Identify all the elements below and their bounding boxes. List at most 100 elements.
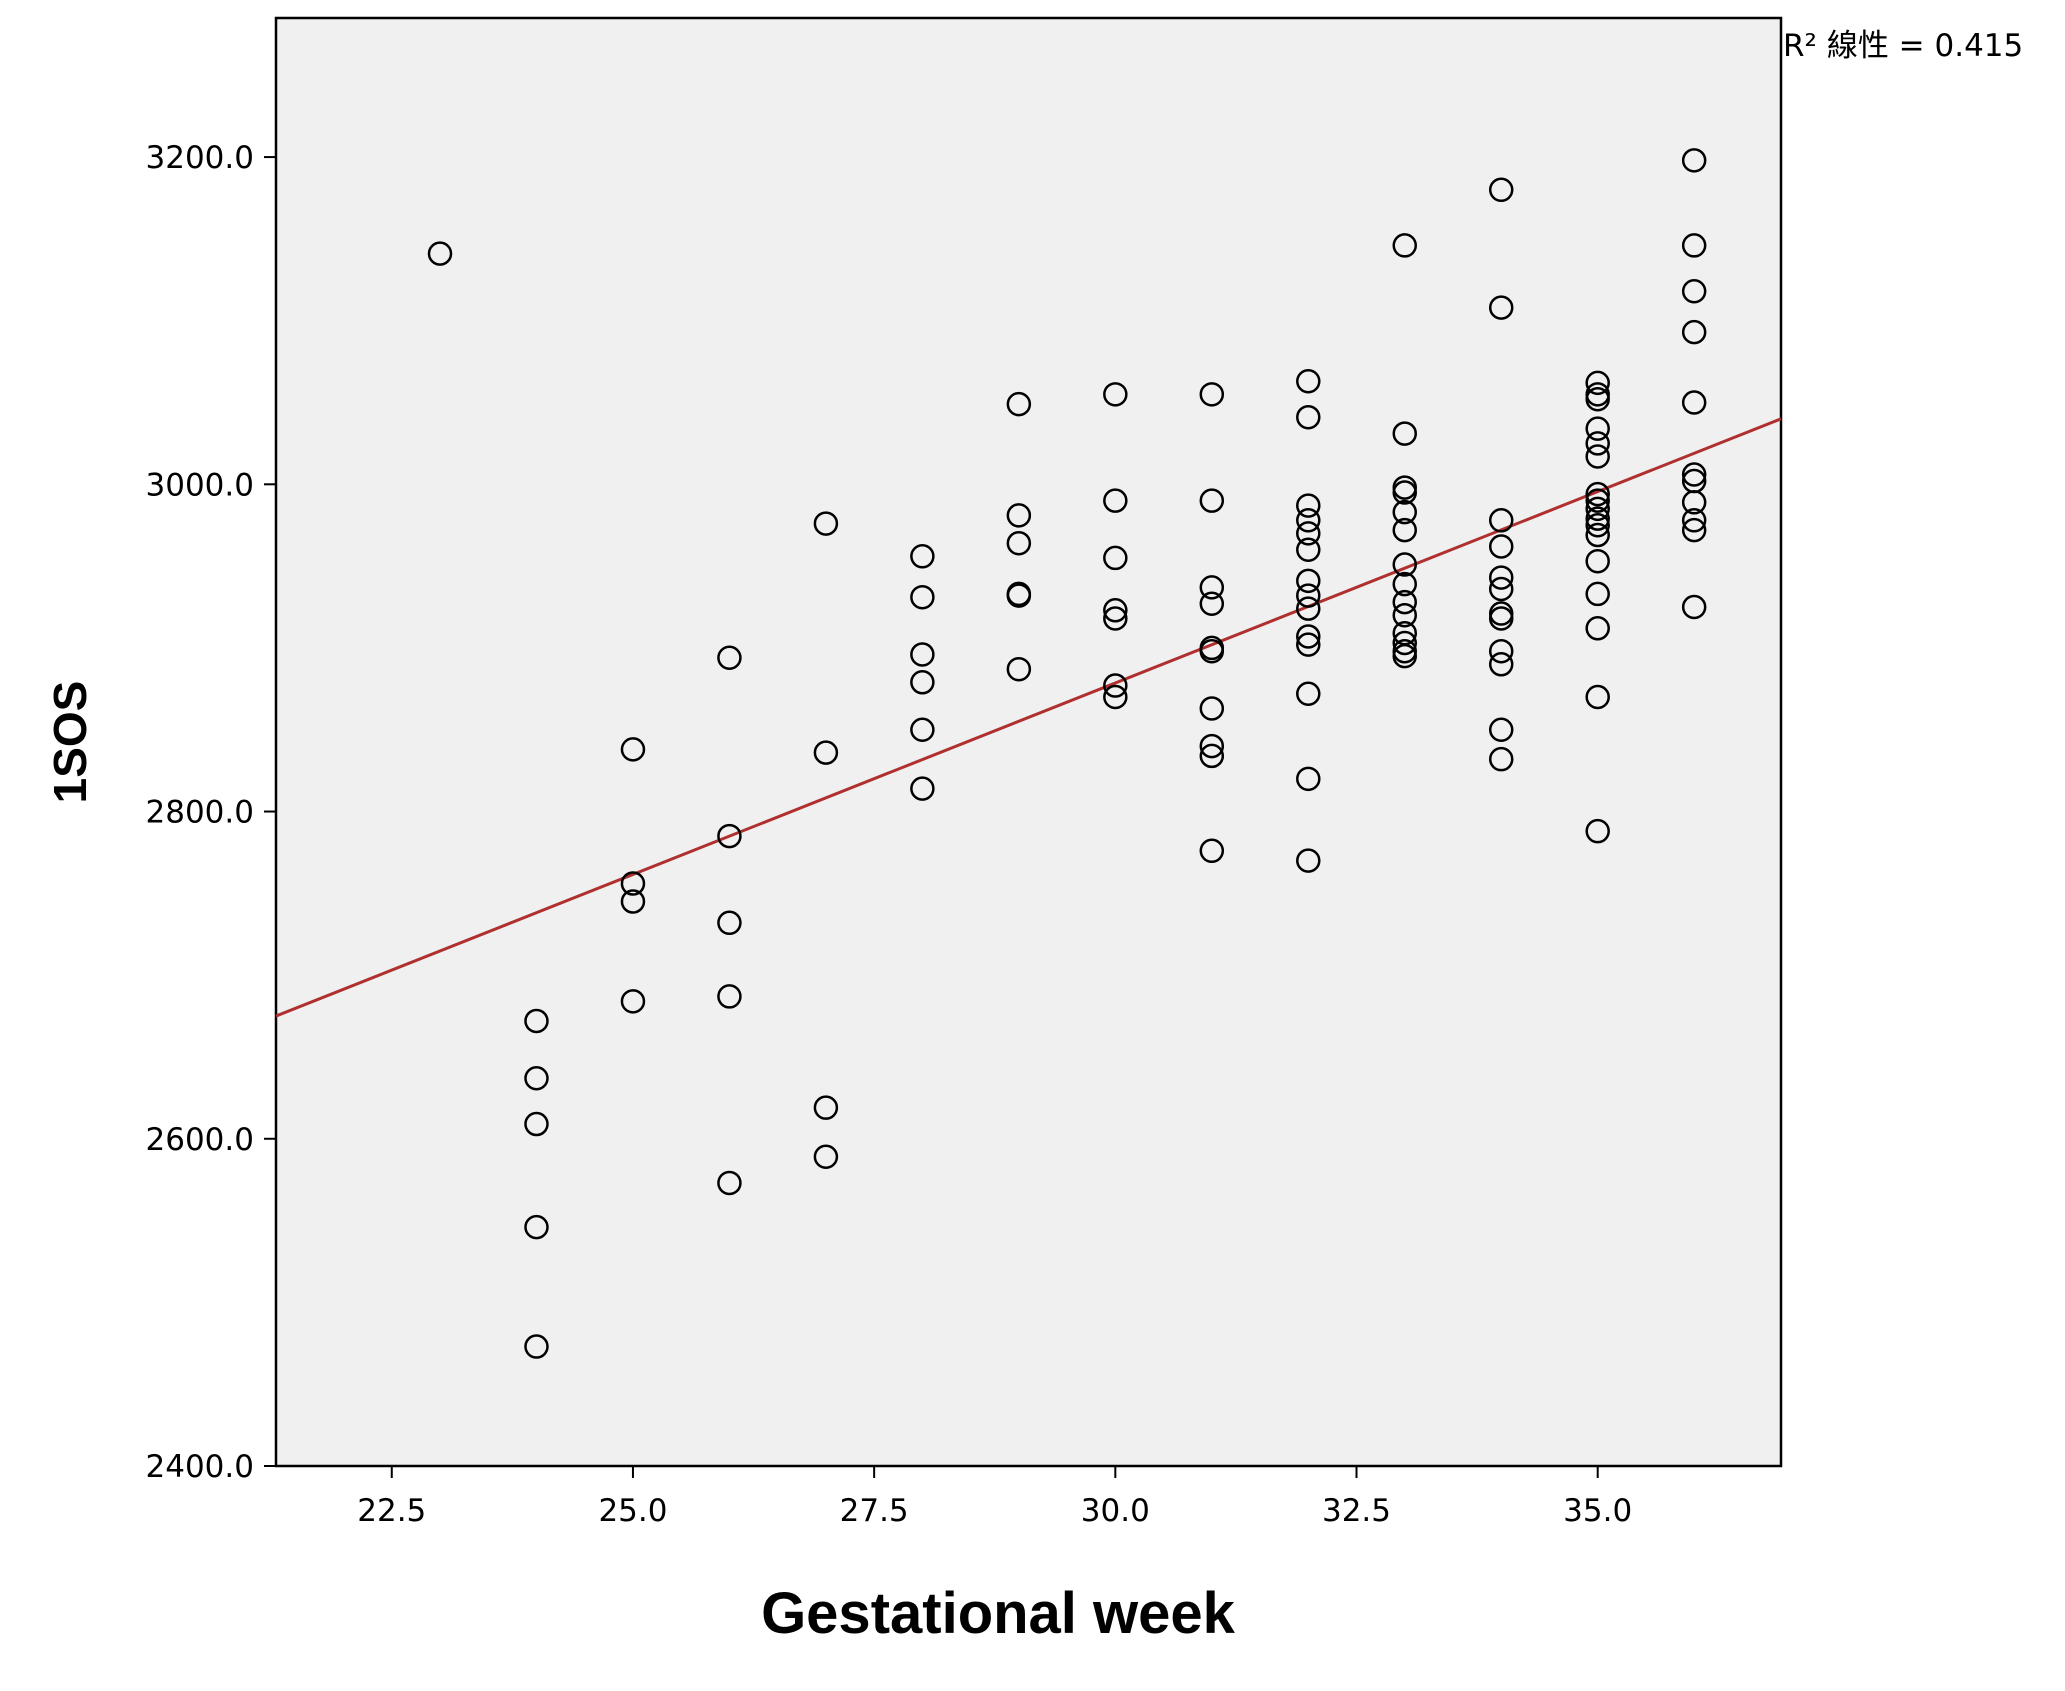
data-point xyxy=(1296,596,1321,621)
data-point xyxy=(1199,591,1225,616)
data-point xyxy=(1488,746,1514,772)
data-point xyxy=(1681,390,1707,415)
data-point xyxy=(1199,733,1225,759)
x-tick-label: 27.5 xyxy=(840,1493,909,1529)
data-point xyxy=(620,889,646,914)
data-point xyxy=(1296,583,1321,608)
data-point xyxy=(1585,506,1610,531)
data-point xyxy=(1103,382,1128,407)
data-point xyxy=(1488,638,1514,664)
data-point xyxy=(910,717,935,742)
data-point xyxy=(1199,638,1225,664)
data-point xyxy=(620,871,646,896)
y-axis-title: 1SOS xyxy=(44,681,96,804)
data-point xyxy=(1681,278,1707,304)
data-point xyxy=(1392,233,1417,258)
data-point xyxy=(1392,602,1417,628)
x-tick-label: 22.5 xyxy=(357,1493,426,1529)
y-axis: 2400.0 2600.0 2800.0 3000.0 3200.0 xyxy=(146,140,276,1485)
y-tick-label: 3000.0 xyxy=(146,467,254,503)
plot-background xyxy=(274,16,1783,1468)
data-point xyxy=(1585,818,1610,844)
data-point xyxy=(1296,537,1321,563)
data-point xyxy=(717,984,742,1009)
y-tick-label: 2600.0 xyxy=(146,1122,254,1158)
data-point xyxy=(524,1334,549,1359)
data-point xyxy=(1585,512,1610,538)
data-point xyxy=(1392,517,1417,543)
data-point xyxy=(1488,565,1514,590)
data-point xyxy=(1681,490,1707,515)
data-point xyxy=(1681,319,1707,345)
data-point xyxy=(1681,508,1707,533)
data-point xyxy=(1585,481,1610,507)
data-point xyxy=(910,544,935,569)
data-point xyxy=(1585,416,1610,441)
data-point xyxy=(1585,444,1610,469)
data-point xyxy=(1585,370,1610,396)
data-point xyxy=(1296,368,1321,394)
x-axis: 22.5 25.0 27.5 30.0 32.5 35.0 xyxy=(357,1466,1632,1529)
data-point xyxy=(524,1111,549,1137)
data-point xyxy=(1585,684,1610,710)
x-tick-label: 25.0 xyxy=(598,1493,667,1529)
data-point xyxy=(1488,576,1514,602)
data-point xyxy=(1392,571,1417,597)
x-tick-label: 32.5 xyxy=(1322,1493,1391,1529)
data-point xyxy=(1006,656,1032,682)
data-point xyxy=(1392,421,1417,446)
data-point xyxy=(1296,508,1321,533)
data-point xyxy=(1392,552,1417,577)
data-point xyxy=(524,1214,549,1240)
data-point xyxy=(1103,545,1128,571)
data-point xyxy=(1585,431,1610,456)
data-point xyxy=(1488,534,1514,559)
y-tick-label: 3200.0 xyxy=(146,140,254,176)
fit-line xyxy=(275,417,1782,1018)
y-tick-label: 2400.0 xyxy=(146,1449,254,1485)
data-point xyxy=(1681,233,1707,258)
data-point xyxy=(524,1008,549,1034)
data-point xyxy=(620,989,646,1014)
data-point xyxy=(1103,673,1128,698)
data-point xyxy=(1488,652,1514,677)
data-point xyxy=(524,1065,549,1091)
data-point xyxy=(1296,632,1321,657)
data-point xyxy=(1006,583,1032,608)
data-point xyxy=(1199,838,1225,864)
data-point xyxy=(1296,493,1321,518)
data-point xyxy=(1681,517,1707,543)
data-point xyxy=(1296,624,1321,649)
data-point xyxy=(1392,643,1417,669)
data-point xyxy=(1296,521,1321,546)
data-point xyxy=(910,670,935,695)
data-point xyxy=(1392,480,1417,505)
x-tick-label: 30.0 xyxy=(1081,1493,1150,1529)
data-point xyxy=(717,823,742,849)
data-point xyxy=(1296,404,1321,430)
data-point xyxy=(1296,568,1321,594)
data-point xyxy=(1006,391,1032,417)
data-point xyxy=(1392,630,1417,656)
data-point xyxy=(1199,575,1225,600)
data-point xyxy=(1199,696,1225,721)
data-point xyxy=(717,1170,742,1196)
data-point xyxy=(1296,848,1321,873)
r-squared-annotation: R² 線性 = 0.415 xyxy=(1783,28,2023,64)
data-point xyxy=(1681,462,1707,487)
data-point xyxy=(1585,522,1610,548)
data-point xyxy=(910,642,935,667)
data-point xyxy=(1103,684,1128,710)
data-point xyxy=(717,910,742,936)
data-point xyxy=(1392,589,1417,615)
x-axis-title: Gestational week xyxy=(761,1581,1236,1646)
y-tick-label: 2800.0 xyxy=(146,795,254,831)
data-point xyxy=(1199,382,1225,407)
x-tick-label: 35.0 xyxy=(1563,1493,1632,1529)
data-point xyxy=(717,645,742,670)
data-point xyxy=(1199,488,1225,513)
data-point xyxy=(1488,295,1514,320)
data-point xyxy=(1585,548,1610,574)
data-point xyxy=(813,1144,839,1170)
